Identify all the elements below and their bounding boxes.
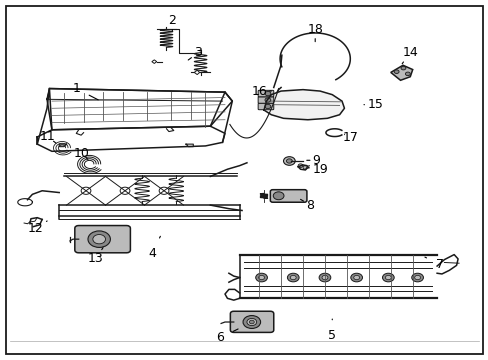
Text: 16: 16 [251, 85, 271, 98]
Circle shape [264, 98, 270, 102]
Circle shape [322, 275, 327, 280]
Text: 13: 13 [88, 248, 103, 265]
Circle shape [353, 275, 359, 280]
Text: 1: 1 [72, 82, 98, 100]
Circle shape [264, 104, 270, 109]
Circle shape [393, 70, 398, 73]
Text: 7: 7 [424, 257, 443, 271]
Circle shape [400, 66, 405, 70]
FancyBboxPatch shape [258, 103, 273, 110]
Text: 12: 12 [28, 221, 47, 235]
Circle shape [93, 234, 105, 244]
Text: 14: 14 [401, 46, 417, 64]
Circle shape [350, 273, 362, 282]
Circle shape [303, 166, 307, 169]
Circle shape [290, 275, 296, 280]
Polygon shape [264, 90, 344, 120]
Text: 4: 4 [147, 236, 160, 260]
Circle shape [81, 187, 91, 194]
Circle shape [255, 273, 267, 282]
Circle shape [411, 273, 423, 282]
Circle shape [405, 72, 409, 76]
Text: 2: 2 [168, 14, 176, 31]
Text: 11: 11 [40, 130, 56, 144]
Text: 9: 9 [306, 154, 320, 167]
Circle shape [243, 316, 260, 328]
Circle shape [264, 91, 270, 96]
Text: 18: 18 [306, 23, 323, 42]
Circle shape [298, 164, 303, 167]
Circle shape [319, 273, 330, 282]
Text: 5: 5 [327, 319, 336, 342]
FancyBboxPatch shape [258, 97, 273, 103]
Text: 19: 19 [308, 163, 327, 176]
Circle shape [159, 187, 168, 194]
Circle shape [283, 157, 295, 165]
Polygon shape [194, 70, 199, 75]
FancyBboxPatch shape [258, 90, 273, 97]
Polygon shape [152, 60, 157, 63]
FancyBboxPatch shape [75, 226, 130, 253]
Circle shape [286, 159, 292, 163]
Circle shape [246, 319, 256, 325]
Circle shape [258, 275, 264, 280]
Polygon shape [390, 65, 412, 80]
Circle shape [273, 192, 284, 200]
Text: 3: 3 [188, 46, 202, 60]
FancyBboxPatch shape [230, 311, 273, 332]
Text: 15: 15 [363, 98, 382, 111]
Text: 8: 8 [300, 199, 314, 212]
Circle shape [249, 320, 254, 324]
Text: 6: 6 [216, 329, 238, 344]
Text: 10: 10 [73, 147, 89, 159]
Circle shape [120, 187, 130, 194]
Circle shape [414, 275, 420, 280]
Circle shape [88, 231, 110, 247]
Circle shape [385, 275, 390, 280]
Circle shape [382, 273, 393, 282]
FancyBboxPatch shape [270, 190, 306, 202]
Text: 17: 17 [342, 131, 358, 144]
Circle shape [287, 273, 299, 282]
